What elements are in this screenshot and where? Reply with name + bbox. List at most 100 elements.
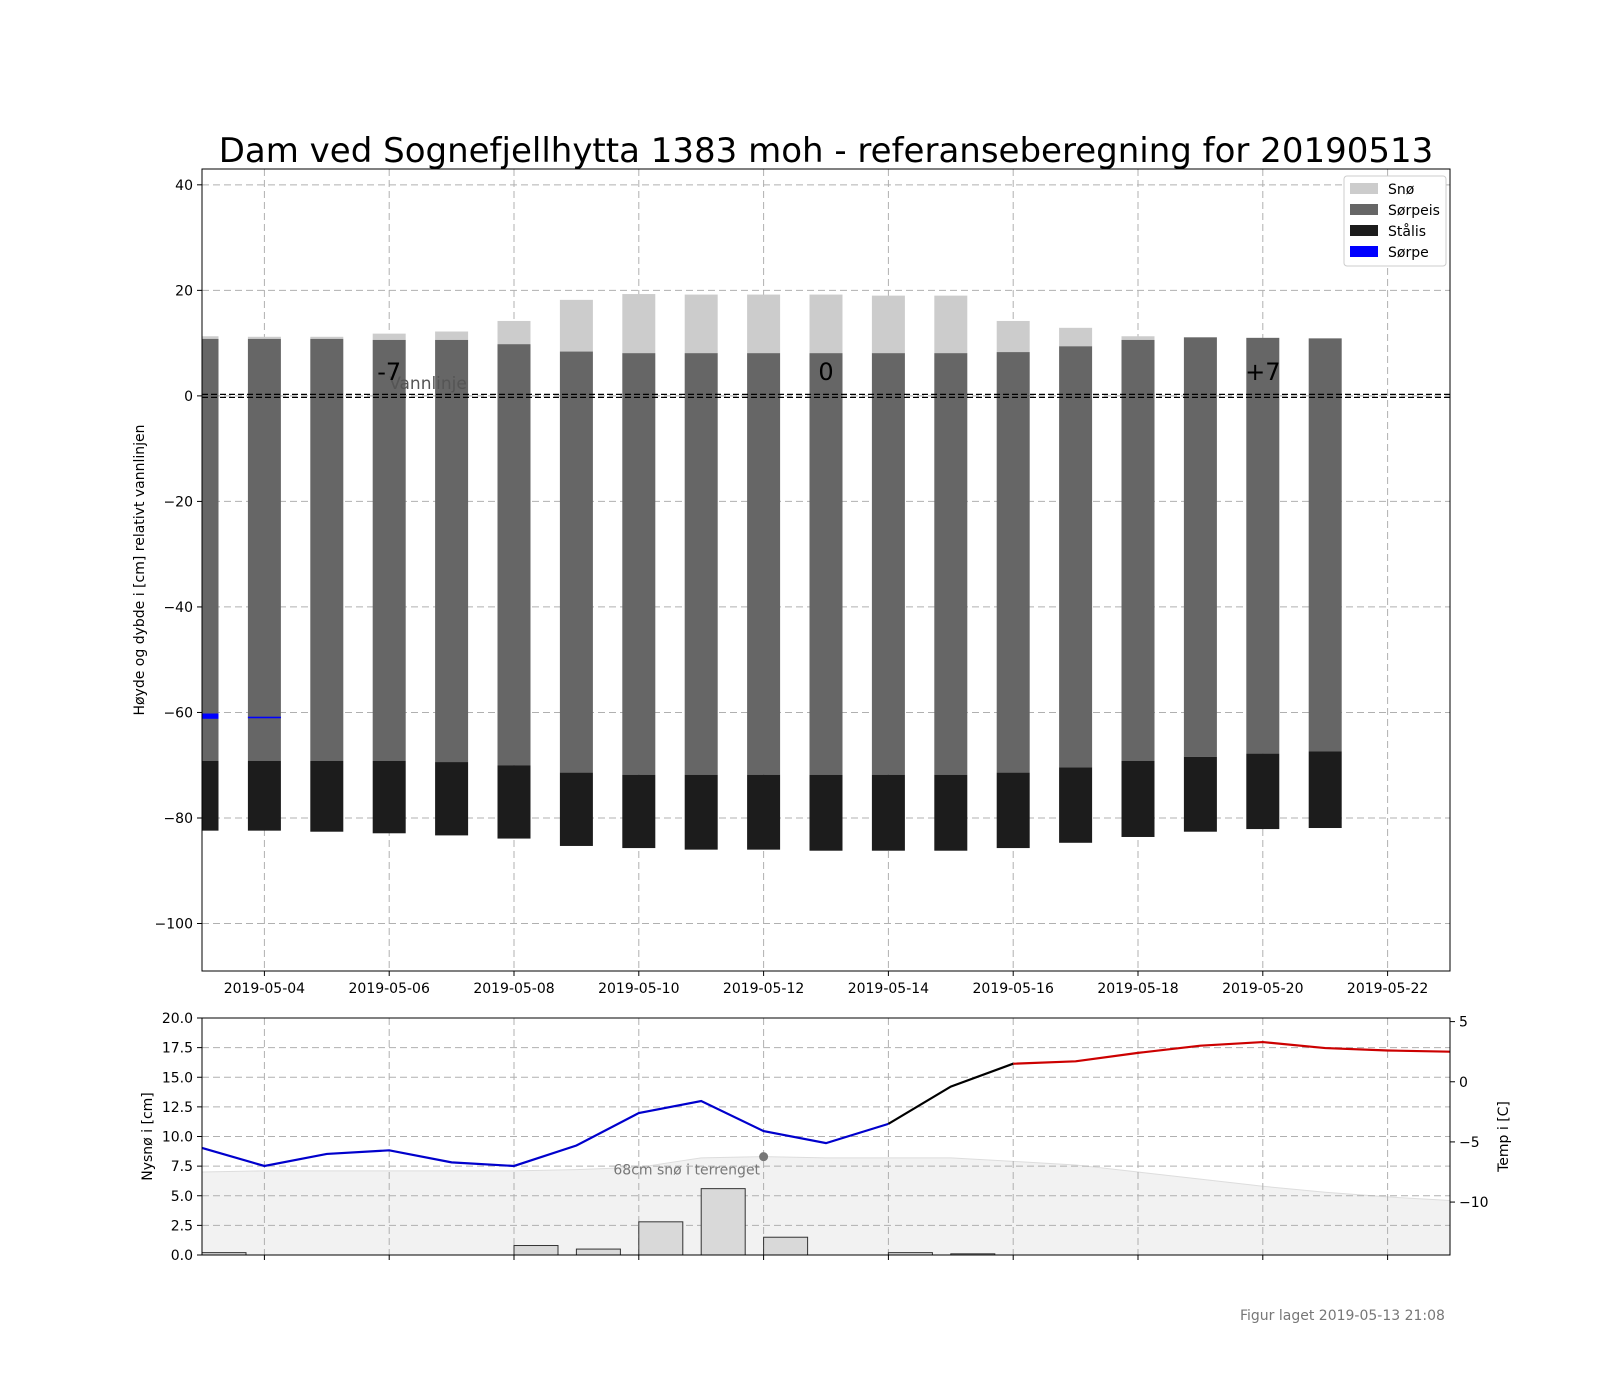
bar-slush-ice [247, 338, 281, 762]
bar-snow [372, 333, 406, 340]
temperature-transition-line [887, 1062, 1014, 1125]
y-tick-label: 5.0 [171, 1189, 193, 1205]
temperature-forecast-line [1013, 1040, 1451, 1065]
x-tick-label: 2019-05-04 [224, 981, 305, 997]
bar-clear-ice [559, 772, 593, 846]
x-tick-label: 2019-05-10 [598, 981, 679, 997]
day-marker-label: +7 [1245, 358, 1280, 386]
new-snow-bar [575, 1248, 621, 1256]
day-marker-label: 0 [818, 358, 833, 386]
bar-clear-ice [684, 774, 718, 850]
bar-snow [684, 294, 718, 354]
bar-slush-ice [435, 339, 469, 763]
bar-slush-ice [747, 353, 781, 775]
y-axis-label: Nysnø i [cm] [140, 1092, 156, 1181]
bar-group [202, 294, 1342, 851]
bar-snow [622, 294, 656, 354]
bar-clear-ice [435, 762, 469, 836]
bar-snow [747, 294, 781, 354]
y-tick-label: 0.0 [171, 1248, 193, 1264]
legend-label: Stålis [1388, 223, 1426, 240]
bar-slush-ice [871, 353, 905, 775]
bar-clear-ice [497, 765, 531, 839]
x-tick-label: 2019-05-20 [1222, 981, 1303, 997]
bar-slush-ice [1308, 338, 1342, 752]
bar-clear-ice [1059, 767, 1093, 843]
terrain-snow-marker [759, 1152, 769, 1162]
bar-snow [497, 320, 531, 345]
bar-snow [996, 320, 1030, 353]
new-snow-bar [763, 1236, 809, 1256]
bar-snow [809, 294, 843, 354]
bar-clear-ice [871, 774, 905, 851]
new-snow-bar [638, 1221, 684, 1256]
bar-slush-ice [1059, 346, 1093, 768]
bar-slush-ice [684, 353, 718, 775]
bar-snow [559, 299, 593, 352]
bar-snow [202, 336, 219, 339]
y-tick-label: 7.5 [171, 1159, 193, 1175]
bar-snow [310, 336, 344, 339]
y-axis-label: Høyde og dybde i [cm] relativt vannlinje… [132, 424, 148, 715]
y-right-tick-label: −5 [1459, 1135, 1480, 1151]
y-tick-label: 15.0 [162, 1070, 193, 1086]
y-tick-label: −60 [163, 705, 193, 721]
y-tick-label: 0 [184, 389, 193, 405]
chart-title: Dam ved Sognefjellhytta 1383 moh - refer… [219, 131, 1434, 171]
y-tick-label: 12.5 [162, 1100, 193, 1116]
legend-label: Sørpe [1388, 245, 1429, 261]
y-tick-label: 40 [175, 178, 193, 194]
bar-slush-ice [202, 338, 219, 762]
legend-label: Sørpeis [1388, 203, 1440, 219]
legend-swatch [1350, 183, 1378, 194]
bar-slush-ice [809, 353, 843, 775]
bar-slush-ice [372, 339, 406, 762]
bar-slush [202, 713, 219, 719]
plot-frame [201, 168, 1451, 972]
bar-slush-ice [1121, 339, 1155, 762]
y-right-axis-label: Temp i [C] [1496, 1101, 1512, 1173]
bar-clear-ice [202, 761, 219, 831]
x-tick-label: 2019-05-22 [1347, 981, 1428, 997]
bar-slush-ice [996, 352, 1030, 773]
bar-clear-ice [809, 774, 843, 851]
y-tick-label: 20 [175, 283, 193, 299]
bar-clear-ice [622, 774, 656, 849]
bar-slush-ice [310, 338, 344, 762]
snow-temperature-chart: 0.0 2.5 5.0 7.5 10.0 12.5 15.0 17.5 20.0 5 0 −5 −10 6… [140, 1011, 1512, 1264]
y-tick-label: 17.5 [162, 1041, 193, 1057]
bar-snow [1121, 336, 1155, 340]
y-tick-label: 20.0 [162, 1011, 193, 1027]
legend-label: Snø [1388, 182, 1415, 198]
plot-frame [201, 1017, 1451, 1256]
bar-slush-ice [934, 353, 968, 775]
y-tick-label: −40 [163, 600, 193, 616]
x-tick-label: 2019-05-16 [973, 981, 1054, 997]
bar-clear-ice [247, 761, 281, 831]
y-tick-label: −80 [163, 811, 193, 827]
x-tick-label: 2019-05-12 [723, 981, 804, 997]
bar-slush-ice [497, 344, 531, 766]
y-tick-label: −100 [155, 917, 193, 933]
x-tick-label: 2019-05-06 [349, 981, 430, 997]
y-tick-label: 10.0 [162, 1130, 193, 1146]
new-snow-bar [513, 1245, 559, 1256]
bar-clear-ice [996, 772, 1030, 849]
bar-slush-ice [559, 351, 593, 773]
y-right-tick-label: 5 [1459, 1015, 1468, 1031]
bar-clear-ice [934, 774, 968, 851]
y-right-tick-label: −10 [1459, 1195, 1489, 1211]
bar-snow [435, 331, 469, 340]
legend-swatch [1350, 225, 1378, 236]
bar-snow [247, 336, 281, 339]
bar-clear-ice [747, 774, 781, 850]
legend-swatch [1350, 246, 1378, 257]
bar-slush-ice [1246, 337, 1280, 754]
bar-snow [1059, 327, 1093, 347]
figure-timestamp: Figur laget 2019-05-13 21:08 [1240, 1308, 1445, 1324]
y-tick-label: 2.5 [171, 1218, 193, 1234]
y-tick-label: −20 [163, 494, 193, 510]
new-snow-bar [700, 1188, 746, 1256]
x-tick-label: 2019-05-18 [1097, 981, 1178, 997]
